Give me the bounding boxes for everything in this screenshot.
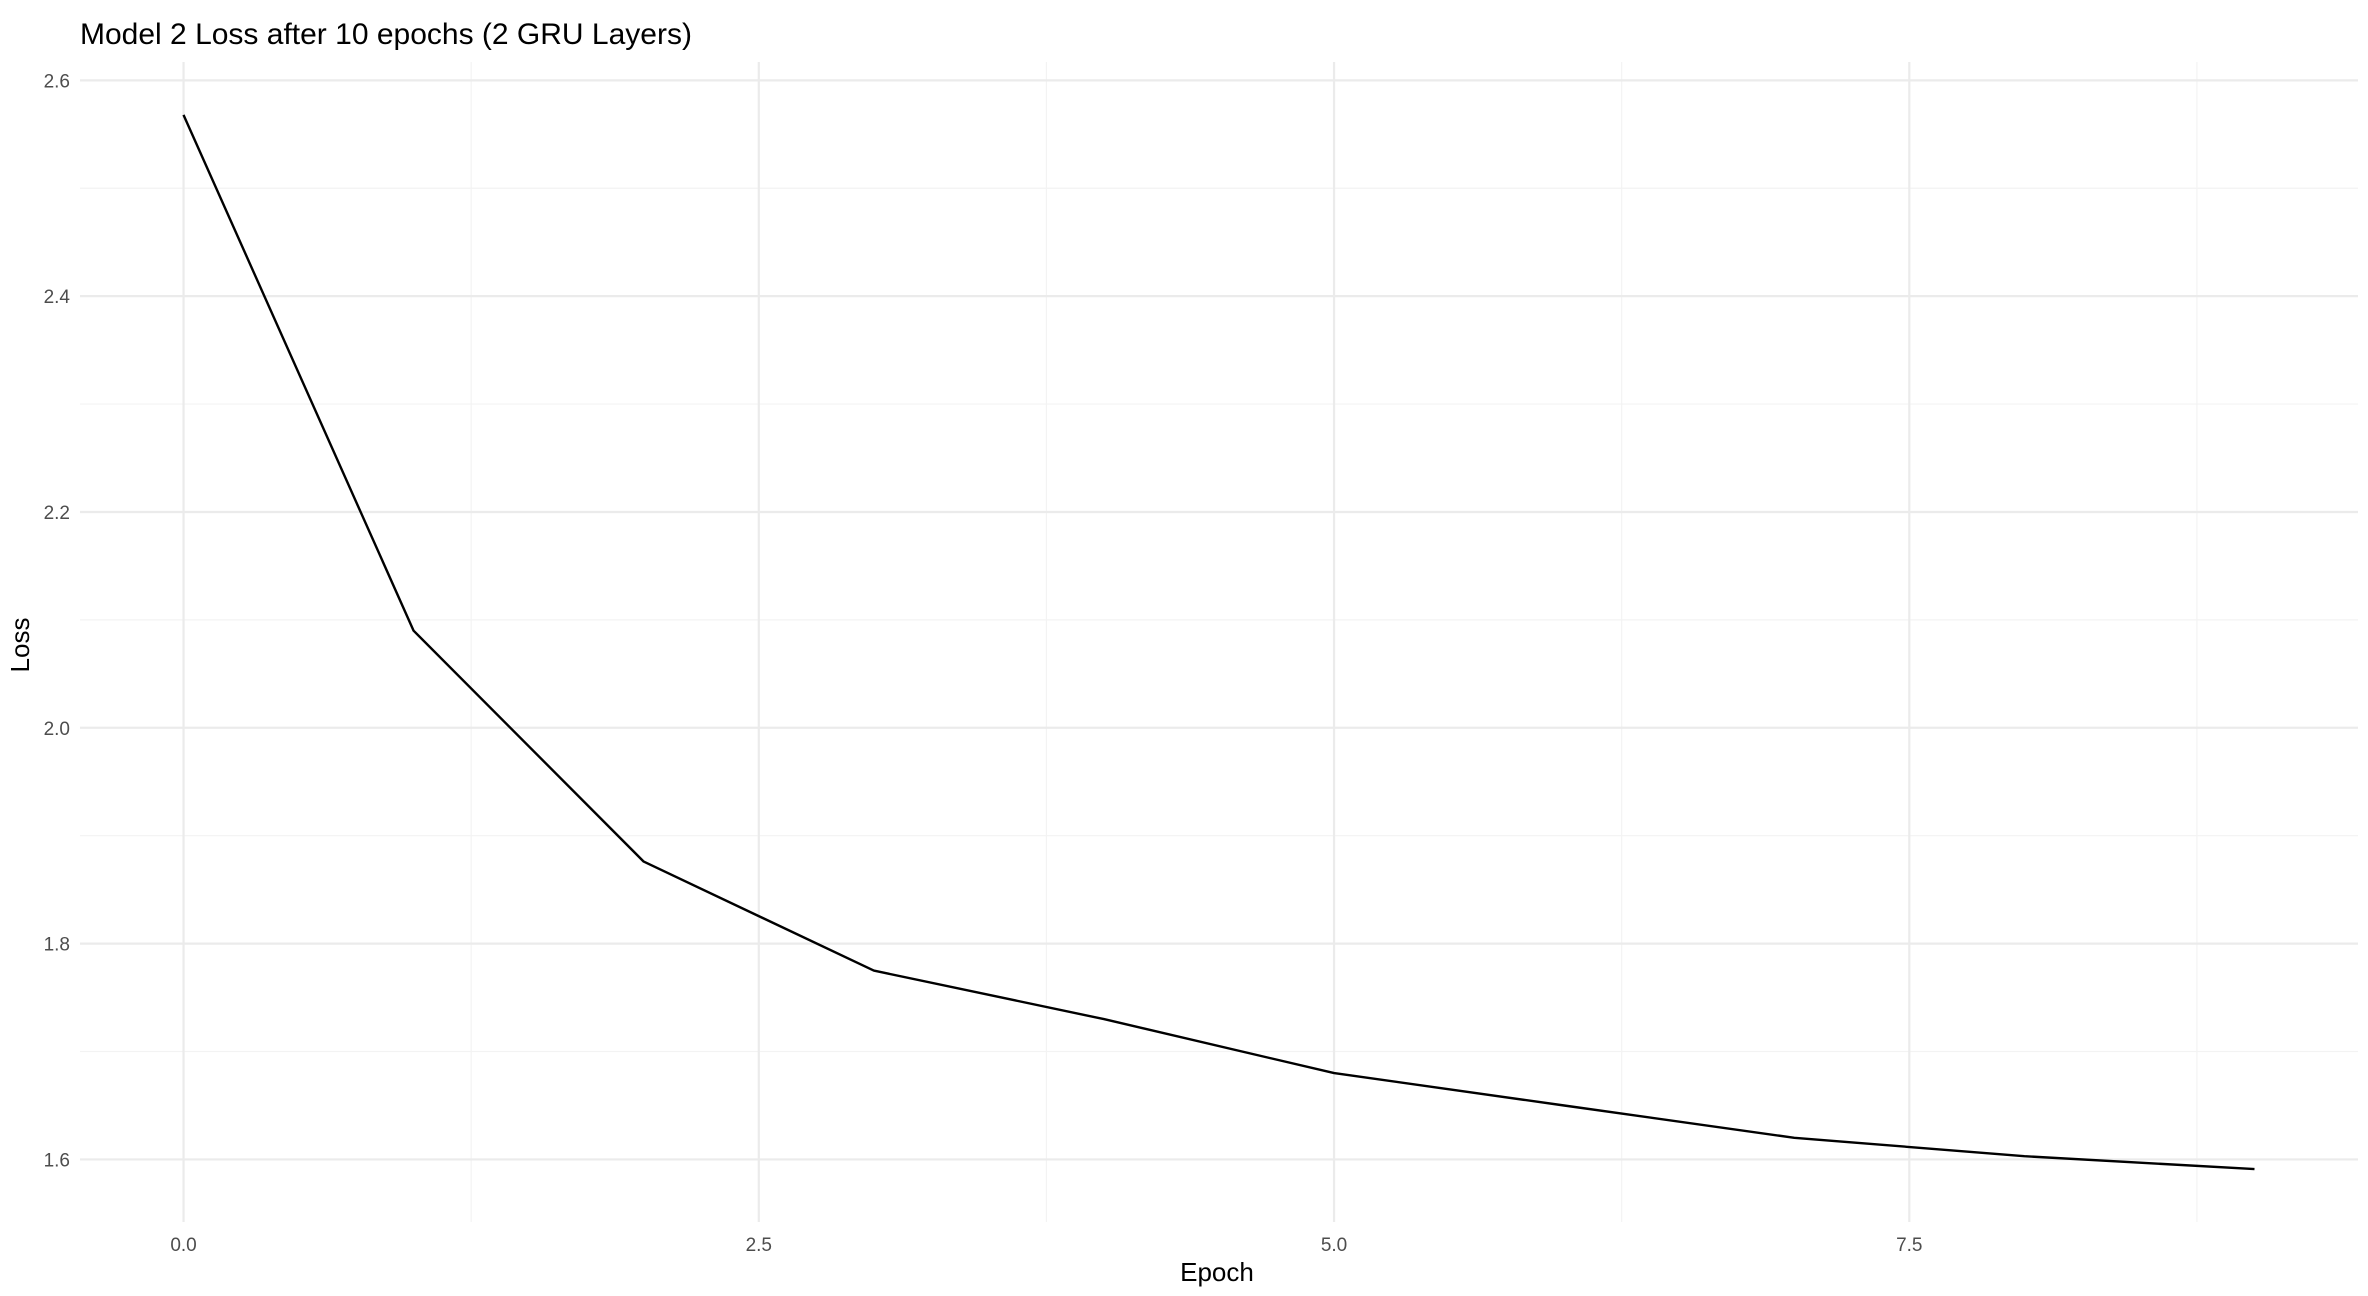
chart-title: Model 2 Loss after 10 epochs (2 GRU Laye…	[80, 18, 692, 51]
x-tick-label: 0.0	[170, 1235, 196, 1256]
x-axis-tick-labels: 0.0 2.5 5.0 7.5	[170, 1235, 1922, 1256]
y-tick-label: 2.6	[44, 71, 70, 92]
x-tick-label: 2.5	[746, 1235, 772, 1256]
y-tick-label: 1.8	[44, 935, 70, 956]
y-tick-label: 1.6	[44, 1150, 70, 1171]
x-tick-label: 7.5	[1896, 1235, 1922, 1256]
y-tick-label: 2.2	[44, 503, 70, 524]
y-tick-label: 2.4	[44, 287, 71, 308]
y-axis-title: Loss	[5, 618, 35, 673]
series-layer	[182, 114, 2255, 1171]
loss-series-line	[182, 114, 2255, 1171]
minor-gridlines	[80, 62, 2358, 1222]
x-tick-label: 5.0	[1321, 1235, 1347, 1256]
y-tick-label: 2.0	[44, 719, 70, 740]
x-axis-title: Epoch	[1180, 1257, 1254, 1287]
y-axis-tick-labels: 1.6 1.8 2.0 2.2 2.4 2.6	[44, 71, 71, 1171]
major-gridlines	[80, 62, 2358, 1222]
